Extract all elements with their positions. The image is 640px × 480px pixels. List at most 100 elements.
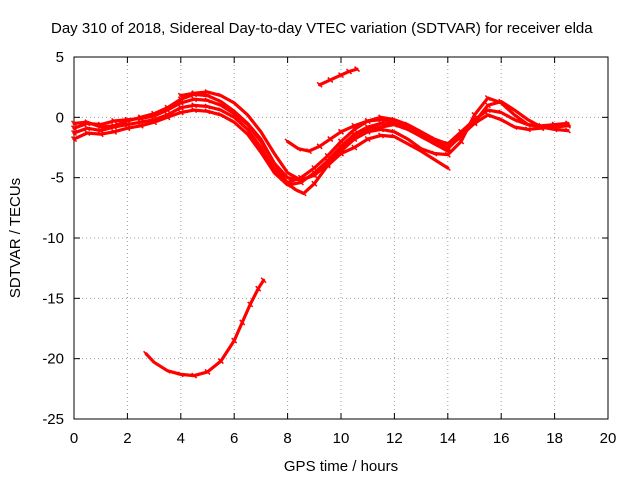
data-point	[151, 359, 158, 366]
data-point	[84, 120, 91, 127]
data-point	[364, 128, 371, 135]
x-tick-label: 20	[600, 430, 617, 447]
data-point	[551, 122, 558, 129]
data-point	[191, 96, 198, 103]
grid	[74, 57, 608, 419]
data-point	[177, 109, 184, 116]
x-axis-label: GPS time / hours	[284, 458, 398, 475]
series-line	[72, 99, 570, 187]
data-point	[231, 337, 238, 344]
series-line	[286, 118, 450, 153]
data-point	[418, 132, 425, 139]
data-point	[564, 127, 571, 134]
data-point	[70, 120, 78, 127]
data-point	[364, 117, 371, 124]
data-point	[244, 131, 251, 138]
data-point	[511, 107, 518, 114]
data-point	[300, 190, 307, 197]
data-point	[337, 128, 345, 135]
data-point	[292, 186, 299, 193]
data-point	[498, 99, 505, 106]
data-point	[511, 116, 518, 123]
data-point	[524, 116, 531, 123]
y-tick-label: -20	[42, 351, 64, 368]
data-point	[244, 121, 251, 128]
data-point	[191, 102, 198, 109]
data-point	[137, 115, 144, 122]
x-tick-label: 4	[177, 430, 185, 447]
data-point	[271, 160, 278, 167]
data-point	[111, 123, 118, 131]
y-tick-label: -10	[42, 230, 64, 247]
data-point	[239, 319, 246, 326]
data-point	[524, 126, 531, 133]
series-line	[72, 103, 570, 185]
data-point	[177, 92, 184, 99]
data-point	[97, 121, 104, 128]
data-point	[124, 121, 131, 128]
data-point	[143, 350, 150, 357]
data-point	[305, 148, 312, 155]
data-point	[444, 148, 451, 155]
data-point	[337, 72, 345, 79]
data-point	[164, 114, 171, 121]
x-tick-label: 2	[123, 430, 131, 447]
data-point	[284, 138, 291, 145]
data-point	[324, 161, 331, 168]
series-arc-7	[316, 66, 361, 88]
x-tick-label: 18	[546, 430, 563, 447]
data-point	[151, 119, 158, 126]
y-tick-label: 0	[56, 109, 64, 126]
data-point	[431, 156, 438, 163]
data-point	[231, 119, 238, 126]
data-point	[244, 111, 251, 118]
data-point	[177, 371, 184, 378]
data-point	[97, 127, 104, 134]
y-tick-label: -15	[42, 290, 64, 307]
data-point	[364, 136, 371, 143]
data-point	[231, 108, 238, 115]
data-point	[378, 116, 385, 123]
x-tick-label: 8	[283, 430, 291, 447]
data-point	[217, 102, 224, 109]
data-point	[498, 116, 505, 123]
data-point	[257, 138, 264, 145]
data-point	[484, 102, 491, 109]
data-point	[418, 145, 425, 152]
data-point	[177, 104, 184, 111]
data-point	[551, 126, 558, 133]
data-point	[217, 111, 224, 118]
data-point	[378, 132, 385, 139]
data-point	[124, 125, 131, 132]
data-point	[431, 140, 438, 147]
data-point	[524, 121, 531, 128]
y-tick-label: -25	[42, 411, 64, 428]
data-point	[164, 107, 171, 114]
data-point	[444, 151, 451, 158]
data-point	[217, 92, 224, 99]
data-point	[217, 107, 224, 114]
data-point	[231, 99, 238, 106]
data-point	[284, 169, 291, 176]
data-point	[257, 144, 264, 151]
data-point	[378, 120, 385, 127]
chart-title: Day 310 of 2018, Sidereal Day-to-day VTE…	[51, 20, 593, 37]
data-point	[271, 169, 278, 176]
data-point	[351, 122, 358, 129]
data-point	[137, 122, 144, 129]
data-point	[257, 128, 264, 135]
data-point	[70, 125, 78, 132]
data-point	[471, 111, 478, 118]
data-point	[351, 131, 358, 138]
x-tick-label: 14	[439, 430, 456, 447]
data-point	[484, 94, 491, 102]
data-point	[316, 143, 323, 150]
data-point	[164, 367, 171, 374]
data-point	[378, 126, 385, 133]
data-point	[204, 88, 211, 96]
data-point	[124, 116, 131, 123]
data-point	[351, 136, 358, 143]
data-point	[351, 144, 358, 151]
data-point	[204, 103, 211, 110]
